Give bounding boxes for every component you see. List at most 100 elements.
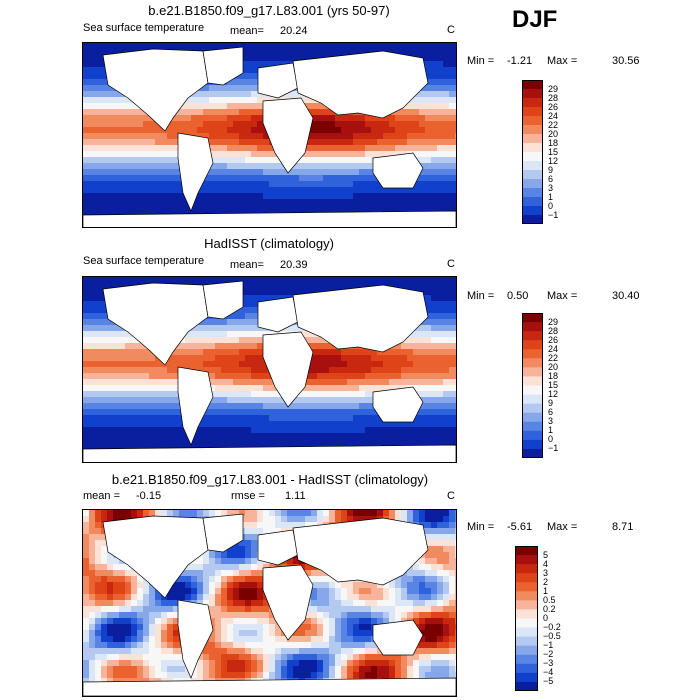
colorbar-tick-label: 15: [548, 380, 559, 390]
colorbar-segment: [522, 197, 543, 207]
panel2-mean-label: mean=: [230, 259, 264, 271]
colorbar-tick-label: 22: [548, 352, 559, 363]
landmass: [292, 517, 429, 586]
panel1-min-label: Min =: [467, 55, 495, 67]
colorbar-tick-label: 26: [548, 101, 559, 112]
colorbar-segment: [522, 152, 543, 162]
colorbar-segment: [522, 80, 543, 90]
colorbar-segment: [515, 573, 538, 583]
landmass: [177, 366, 214, 446]
colorbar-segment: [522, 89, 543, 99]
colorbar-tick-label: 6: [548, 407, 554, 418]
colorbar-tick-label: 15: [548, 146, 559, 157]
colorbar-tick-label: 3: [548, 182, 554, 193]
landmass: [83, 210, 456, 227]
landmass: [177, 599, 214, 679]
colorbar-tick-label: 12: [548, 389, 559, 400]
colorbar-tick-label: −3: [543, 658, 554, 669]
colorbar-segment: [522, 188, 543, 198]
panel3-mean-label: mean =: [83, 490, 120, 502]
colorbar-segment: [515, 555, 538, 565]
colorbar-segment: [522, 116, 543, 126]
panel3-max-label: Max =: [547, 521, 578, 533]
landmass: [257, 62, 299, 99]
colorbar-segment: [522, 313, 543, 323]
colorbar-segment: [522, 412, 543, 423]
colorbar-segment: [515, 564, 538, 574]
colorbar-tick-label: −0.5: [543, 631, 561, 642]
landmass: [202, 280, 244, 320]
panel1-variable: Sea surface temperature: [83, 22, 205, 34]
colorbar-segment: [515, 654, 538, 665]
landmass: [83, 677, 456, 696]
landmass: [177, 132, 214, 212]
colorbar-segment: [515, 600, 538, 610]
colorbar-segment: [522, 107, 543, 117]
landmass: [292, 284, 429, 353]
colorbar-tick-label: −1: [548, 443, 559, 454]
colorbar-segment: [522, 206, 543, 216]
colorbar-segment: [522, 385, 543, 396]
colorbar-segment: [515, 663, 538, 674]
colorbar-tick-label: −5: [543, 676, 554, 687]
colorbar-tick-label: 24: [548, 110, 559, 121]
colorbar-tick-label: 9: [548, 164, 554, 175]
colorbar-segment: [515, 636, 538, 647]
colorbar-tick-label: 12: [548, 155, 559, 166]
landmass: [372, 386, 424, 423]
colorbar-segment: [522, 215, 543, 224]
panel3-rmse-label: rmse =: [231, 490, 265, 502]
colorbar-tick-label: −2: [543, 649, 554, 660]
colorbar-segment: [522, 134, 543, 144]
panel1-units: C: [447, 24, 455, 36]
colorbar-segment: [522, 98, 543, 108]
panel2-map: [82, 276, 457, 463]
panel1-title: b.e21.B1850.f09_g17.L83.001 (yrs 50-97): [148, 3, 390, 18]
panel3-colorbar: [515, 546, 538, 691]
panel2-min-label: Min =: [467, 290, 495, 302]
panel2-title: HadISST (climatology): [204, 236, 334, 251]
colorbar-tick-label: 29: [548, 83, 559, 94]
colorbar-tick-label: 26: [548, 334, 559, 345]
landmass: [257, 296, 299, 333]
panel1-mean-label: mean=: [230, 25, 264, 37]
colorbar-segment: [522, 340, 543, 350]
colorbar-segment: [522, 125, 543, 135]
colorbar-segment: [515, 645, 538, 656]
colorbar-segment: [522, 322, 543, 332]
colorbar-segment: [522, 439, 543, 450]
panel1-mean-value: 20.24: [280, 25, 308, 37]
colorbar-tick-label: 3: [548, 416, 554, 427]
colorbar-segment: [522, 403, 543, 414]
panel2-variable: Sea surface temperature: [83, 255, 205, 267]
landmass: [262, 564, 314, 641]
colorbar-tick-label: 28: [548, 325, 559, 336]
colorbar-tick-label: 28: [548, 92, 559, 103]
landmass: [372, 152, 424, 189]
panel2-mean-value: 20.39: [280, 259, 308, 271]
colorbar-segment: [522, 179, 543, 189]
colorbar-segment: [522, 376, 543, 386]
colorbar-tick-label: 18: [548, 137, 559, 148]
colorbar-tick-label: 9: [548, 398, 554, 409]
panel2-min-value: 0.50: [507, 290, 529, 302]
colorbar-tick-label: 22: [548, 119, 559, 130]
colorbar-segment: [522, 421, 543, 432]
colorbar-tick-label: 2: [543, 576, 549, 587]
colorbar-segment: [515, 546, 538, 556]
colorbar-segment: [522, 143, 543, 153]
colorbar-segment: [515, 591, 538, 601]
landmass: [202, 46, 244, 86]
colorbar-segment: [515, 627, 538, 638]
panel2-units: C: [447, 258, 455, 270]
landmass: [202, 513, 244, 553]
colorbar-tick-label: 4: [543, 558, 549, 569]
panel1-min-value: -1.21: [507, 55, 533, 67]
panel1-max-label: Max =: [547, 55, 578, 67]
season-label: DJF: [512, 6, 558, 33]
colorbar-tick-label: 0.5: [543, 594, 556, 605]
panel1-max-value: 30.56: [612, 55, 640, 67]
colorbar-tick-label: 0: [548, 200, 554, 211]
panel3-title: b.e21.B1850.f09_g17.L83.001 - HadISST (c…: [111, 472, 429, 487]
landmass: [257, 529, 299, 566]
